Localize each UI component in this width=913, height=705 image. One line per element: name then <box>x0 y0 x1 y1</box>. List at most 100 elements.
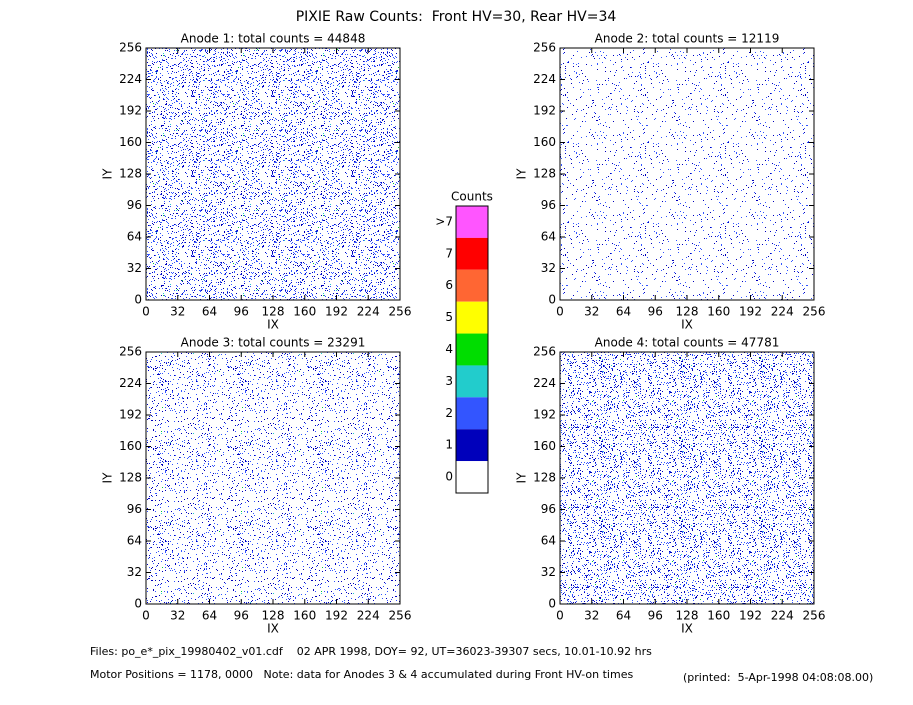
x-tick-label: 32 <box>170 609 185 623</box>
heatmap-image <box>560 352 814 604</box>
y-tick-label: 0 <box>134 597 142 611</box>
x-axis-label: IX <box>267 622 279 636</box>
y-tick-label: 256 <box>533 41 556 55</box>
y-tick-label: 192 <box>119 408 142 422</box>
footer-printed: (printed: 5-Apr-1998 04:08:08.00) <box>683 671 873 684</box>
x-tick-label: 32 <box>170 305 185 319</box>
colorbar-swatch <box>456 301 488 334</box>
y-tick-label: 96 <box>127 198 142 212</box>
x-tick-label: 160 <box>293 305 316 319</box>
x-tick-label: 160 <box>707 609 730 623</box>
x-tick-label: 96 <box>648 609 663 623</box>
y-tick-label: 224 <box>119 376 142 390</box>
x-tick-label: 224 <box>357 305 380 319</box>
y-tick-label: 192 <box>533 408 556 422</box>
y-tick-label: 160 <box>533 439 556 453</box>
footer-motor: Motor Positions = 1178, 0000 Note: data … <box>90 668 633 681</box>
panel-title: Anode 3: total counts = 23291 <box>181 336 366 350</box>
x-tick-label: 192 <box>739 609 762 623</box>
colorbar-swatch <box>456 461 488 493</box>
colorbar-swatch <box>456 397 488 430</box>
panel-title: Anode 2: total counts = 12119 <box>595 32 780 46</box>
x-tick-label: 0 <box>556 305 564 319</box>
y-axis-label: IY <box>101 472 115 484</box>
y-tick-label: 0 <box>134 293 142 307</box>
colorbar-swatch <box>456 237 488 270</box>
y-tick-label: 128 <box>119 167 142 181</box>
x-tick-label: 128 <box>262 609 285 623</box>
colorbar-label: 6 <box>445 278 453 292</box>
colorbar-label: 0 <box>445 470 453 484</box>
y-tick-label: 224 <box>119 72 142 86</box>
x-tick-label: 160 <box>707 305 730 319</box>
heatmap-image <box>560 48 814 300</box>
x-axis-label: IX <box>681 318 693 332</box>
colorbar-label: 3 <box>445 374 453 388</box>
x-tick-label: 64 <box>202 609 217 623</box>
colorbar-title: Counts <box>451 190 493 204</box>
x-tick-label: 96 <box>648 305 663 319</box>
y-tick-label: 96 <box>541 198 556 212</box>
y-tick-label: 224 <box>533 376 556 390</box>
y-tick-label: 0 <box>548 293 556 307</box>
colorbar-label: >7 <box>435 214 453 228</box>
colorbar-swatch <box>456 365 488 398</box>
y-tick-label: 160 <box>119 439 142 453</box>
x-tick-label: 96 <box>234 609 249 623</box>
colorbar-label: 1 <box>445 438 453 452</box>
y-tick-label: 128 <box>119 471 142 485</box>
x-tick-label: 128 <box>676 609 699 623</box>
colorbar-label: 2 <box>445 406 453 420</box>
y-tick-label: 224 <box>533 72 556 86</box>
colorbar-label: 7 <box>445 246 453 260</box>
y-tick-label: 96 <box>541 502 556 516</box>
y-tick-label: 64 <box>127 534 142 548</box>
y-tick-label: 160 <box>119 135 142 149</box>
x-tick-label: 0 <box>556 609 564 623</box>
y-tick-label: 0 <box>548 597 556 611</box>
x-tick-label: 32 <box>584 305 599 319</box>
x-tick-label: 0 <box>142 609 150 623</box>
colorbar-label: 4 <box>445 342 453 356</box>
x-tick-label: 224 <box>357 609 380 623</box>
colorbar-swatch <box>456 429 488 462</box>
y-tick-label: 32 <box>127 565 142 579</box>
y-tick-label: 256 <box>119 345 142 359</box>
footer-files: Files: po_e*_pix_19980402_v01.cdf 02 APR… <box>90 645 652 658</box>
x-tick-label: 0 <box>142 305 150 319</box>
x-tick-label: 32 <box>584 609 599 623</box>
x-tick-label: 192 <box>739 305 762 319</box>
x-tick-label: 64 <box>202 305 217 319</box>
y-tick-label: 160 <box>533 135 556 149</box>
x-tick-label: 128 <box>262 305 285 319</box>
colorbar-swatch <box>456 333 488 366</box>
y-tick-label: 192 <box>533 104 556 118</box>
x-tick-label: 64 <box>616 609 631 623</box>
colorbar-frame <box>455 205 489 494</box>
y-tick-label: 64 <box>541 230 556 244</box>
y-tick-label: 64 <box>541 534 556 548</box>
x-tick-label: 256 <box>803 609 826 623</box>
x-tick-label: 224 <box>771 305 794 319</box>
x-tick-label: 192 <box>325 609 348 623</box>
x-tick-label: 96 <box>234 305 249 319</box>
heatmap-image <box>146 48 400 300</box>
x-tick-label: 256 <box>803 305 826 319</box>
heatmap-image <box>146 352 400 604</box>
x-axis-label: IX <box>267 318 279 332</box>
y-tick-label: 96 <box>127 502 142 516</box>
colorbar-swatch <box>456 269 488 302</box>
colorbar-swatch <box>456 206 488 238</box>
y-tick-label: 32 <box>541 565 556 579</box>
x-tick-label: 256 <box>389 609 412 623</box>
panel-title: Anode 4: total counts = 47781 <box>595 336 780 350</box>
y-tick-label: 32 <box>541 261 556 275</box>
y-axis-label: IY <box>515 168 529 180</box>
colorbar-label: 5 <box>445 310 453 324</box>
x-tick-label: 160 <box>293 609 316 623</box>
y-axis-label: IY <box>101 168 115 180</box>
y-tick-label: 128 <box>533 471 556 485</box>
panel-title: Anode 1: total counts = 44848 <box>181 32 366 46</box>
x-tick-label: 64 <box>616 305 631 319</box>
